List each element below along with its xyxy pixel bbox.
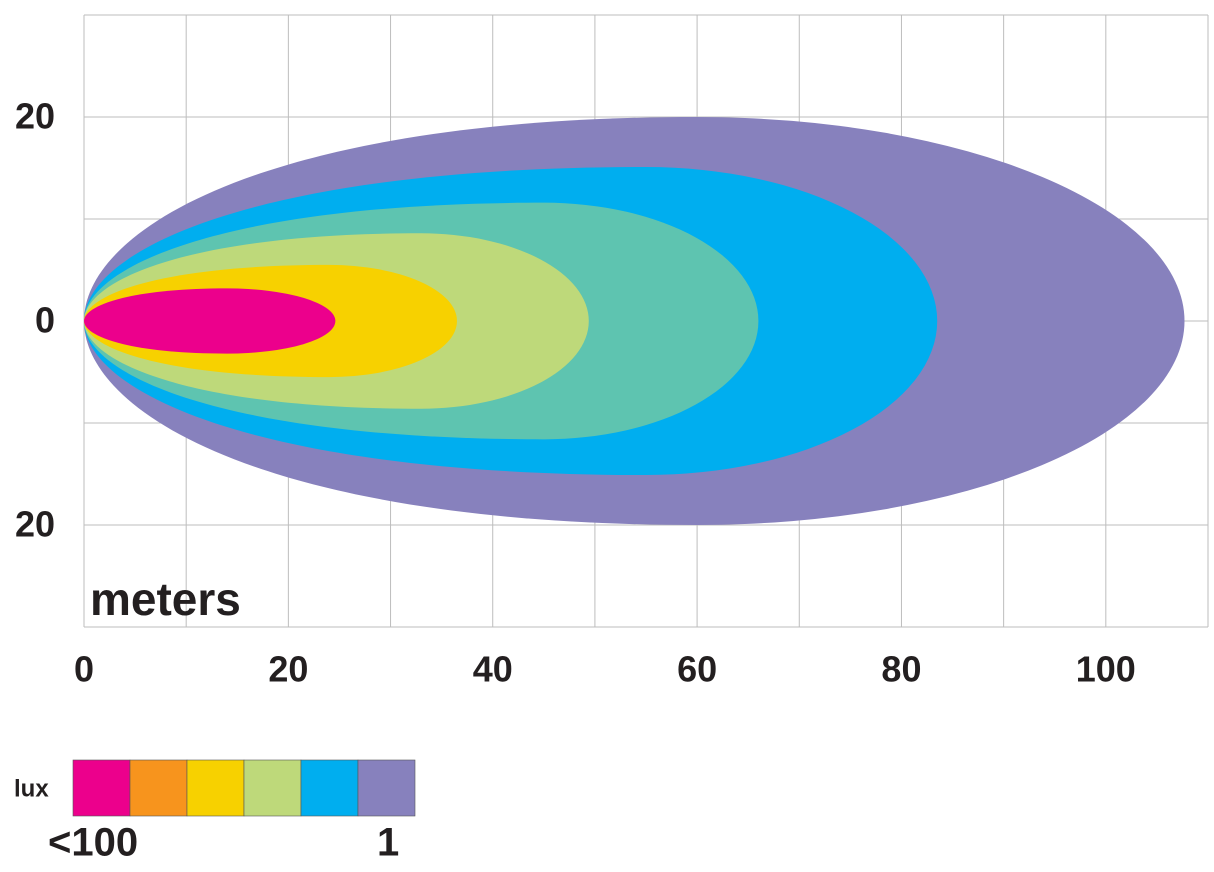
legend: lux <100 1 [14,759,416,865]
x-tick-label: 80 [881,649,921,690]
legend-swatch [129,759,188,817]
legend-min-label: <100 [48,821,138,865]
legend-swatch [300,759,359,817]
ticks: 0 20 40 60 80 100 20 0 20 [15,96,1136,690]
legend-title: lux [14,775,49,802]
x-tick-label: 40 [473,649,513,690]
x-tick-label: 0 [74,649,94,690]
x-tick-label: 20 [268,649,308,690]
legend-max-label: 1 [377,821,399,865]
zones [84,117,1185,525]
legend-swatch [186,759,245,817]
y-tick-label: 0 [35,300,55,341]
legend-swatch [243,759,302,817]
y-tick-label: 20 [15,96,55,137]
x-tick-label: 100 [1076,649,1136,690]
x-tick-label: 60 [677,649,717,690]
axis-label: meters [90,573,241,625]
legend-swatch [357,759,416,817]
legend-swatch [72,759,131,817]
y-tick-label: 20 [15,504,55,545]
lux-zone [84,288,336,354]
